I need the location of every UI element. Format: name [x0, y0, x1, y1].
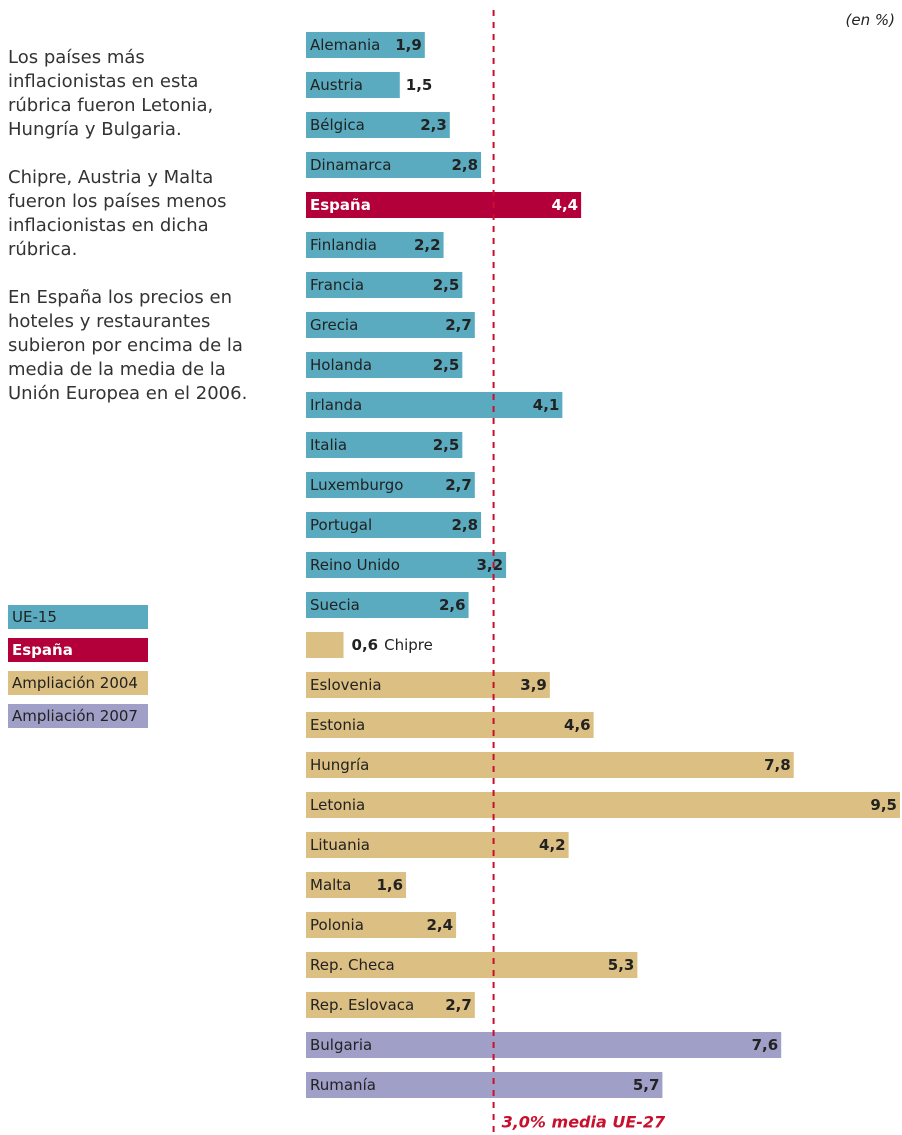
category-label: España: [310, 196, 371, 214]
value-label: 2,5: [433, 276, 460, 294]
bar: [306, 592, 469, 618]
category-label: Chipre: [384, 636, 433, 654]
bar: [306, 512, 482, 538]
bar: [306, 1072, 663, 1098]
value-label: 4,1: [533, 396, 560, 414]
value-label: 5,7: [633, 1076, 660, 1094]
value-label: 2,5: [433, 356, 460, 374]
notes: Los países más inflacionistas en esta rú…: [8, 46, 263, 430]
value-label: 2,7: [445, 996, 472, 1014]
category-label: Alemania: [310, 36, 380, 54]
legend-swatch: [8, 605, 148, 629]
category-label: Finlandia: [310, 236, 377, 254]
bar: [306, 72, 400, 98]
value-label: 4,2: [539, 836, 566, 854]
value-label: 2,2: [414, 236, 441, 254]
value-label: 2,8: [451, 156, 478, 174]
category-label: Grecia: [310, 316, 358, 334]
value-label: 2,4: [426, 916, 453, 934]
category-label: Luxemburgo: [310, 476, 404, 494]
bar: [306, 32, 425, 58]
legend-label: Ampliación 2007: [12, 707, 138, 725]
bar: [306, 912, 457, 938]
value-label: 5,3: [608, 956, 635, 974]
unit-note: (en %): [846, 11, 895, 29]
bar: [306, 432, 463, 458]
value-label: 9,5: [870, 796, 897, 814]
bar: [306, 192, 582, 218]
value-label: 3,2: [477, 556, 504, 574]
legend-label: Ampliación 2004: [12, 674, 138, 692]
legend-swatch: [8, 671, 148, 695]
category-label: Portugal: [310, 516, 372, 534]
bar: [306, 632, 344, 658]
category-label: Rep. Eslovaca: [310, 996, 414, 1014]
category-label: Malta: [310, 876, 351, 894]
bar: [306, 872, 407, 898]
note: En España los precios en hoteles y resta…: [8, 287, 248, 404]
bar: [306, 552, 507, 578]
category-label: Polonia: [310, 916, 364, 934]
value-label: 1,9: [395, 36, 422, 54]
bar: [306, 232, 444, 258]
category-label: Dinamarca: [310, 156, 392, 174]
bar: [306, 272, 463, 298]
value-label: 2,6: [439, 596, 466, 614]
value-label: 7,8: [764, 756, 791, 774]
category-label: Eslovenia: [310, 676, 382, 694]
value-label: 2,7: [445, 316, 472, 334]
category-label: Italia: [310, 436, 347, 454]
bar: [306, 472, 475, 498]
note: Los países más inflacionistas en esta rú…: [8, 47, 214, 140]
value-label: 7,6: [752, 1036, 779, 1054]
value-label: 0,6: [352, 636, 379, 654]
bar: [306, 832, 569, 858]
bar: [306, 712, 594, 738]
category-label: Suecia: [310, 596, 360, 614]
bar: [306, 952, 638, 978]
value-label: 1,5: [406, 76, 433, 94]
bar: [306, 792, 900, 818]
bar: [306, 152, 482, 178]
legend-label: UE-15: [12, 608, 57, 626]
value-label: 2,8: [451, 516, 478, 534]
bar: [306, 392, 563, 418]
value-label: 2,3: [420, 116, 447, 134]
value-label: 1,6: [376, 876, 403, 894]
category-label: Francia: [310, 276, 364, 294]
bar: [306, 312, 475, 338]
category-label: Hungría: [310, 756, 369, 774]
reference-label: 3,0% media UE-27: [502, 1113, 666, 1132]
category-label: Austria: [310, 76, 363, 94]
bar: [306, 752, 794, 778]
value-label: 2,7: [445, 476, 472, 494]
category-label: Irlanda: [310, 396, 362, 414]
category-label: Rumanía: [310, 1076, 376, 1094]
category-label: Estonia: [310, 716, 365, 734]
bar: [306, 112, 450, 138]
bar: [306, 992, 475, 1018]
category-label: Letonia: [310, 796, 365, 814]
legend-swatch: [8, 638, 148, 662]
category-label: Bulgaria: [310, 1036, 372, 1054]
legend-swatch: [8, 704, 148, 728]
category-label: Reino Unido: [310, 556, 400, 574]
value-label: 3,9: [520, 676, 547, 694]
value-label: 4,6: [564, 716, 591, 734]
bar: [306, 1032, 782, 1058]
category-label: Bélgica: [310, 116, 365, 134]
category-label: Rep. Checa: [310, 956, 395, 974]
category-label: Lituania: [310, 836, 370, 854]
bar: [306, 352, 463, 378]
bar: [306, 672, 550, 698]
value-label: 2,5: [433, 436, 460, 454]
legend-label: España: [12, 641, 73, 659]
note: Chipre, Austria y Malta fueron los paíse…: [8, 167, 227, 260]
category-label: Holanda: [310, 356, 372, 374]
value-label: 4,4: [552, 196, 579, 214]
